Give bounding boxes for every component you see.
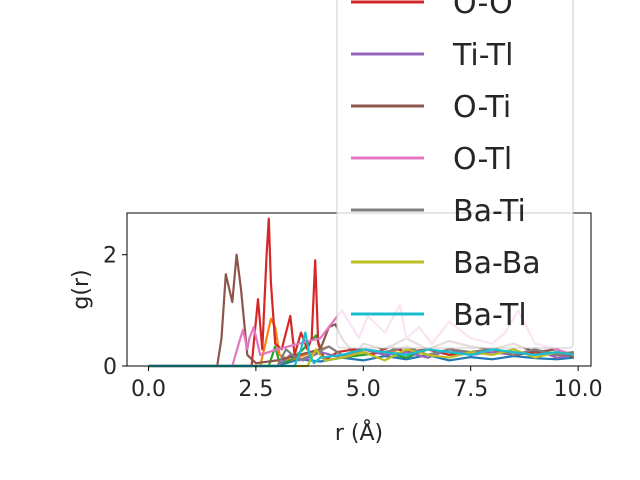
x-tick-label: 0.0 (131, 377, 166, 402)
legend-label: Ba-Ti (453, 194, 526, 229)
legend-label: O-Tl (453, 142, 512, 177)
legend: O-O Ti-Tl O-Ti O-Tl Ba-Ti Ba-Ba Ba-Tl (336, 0, 574, 349)
x-tick-label: 10.0 (554, 377, 603, 402)
legend-label: Ti-Tl (452, 38, 513, 73)
legend-label: O-O (453, 0, 513, 21)
series-layer (148, 217, 575, 368)
legend-label: Ba-Tl (453, 298, 527, 333)
y-axis-ticks: 02 (103, 244, 127, 380)
y-tick-label: 2 (103, 244, 117, 269)
y-axis-label: g(r) (69, 269, 94, 309)
x-tick-label: 7.5 (453, 377, 488, 402)
series-line-tl-tl (148, 353, 574, 368)
legend-label: Ba-Ba (453, 246, 541, 281)
legend-label: O-Ti (453, 90, 511, 125)
x-axis-label: r (Å) (335, 419, 383, 446)
x-tick-label: 2.5 (238, 377, 273, 402)
series-line-ba-tl (148, 331, 574, 368)
x-tick-label: 5.0 (346, 377, 381, 402)
y-tick-label: 0 (103, 355, 117, 380)
x-axis-ticks: 0.0 2.5 5.0 7.5 10.0 (131, 366, 603, 402)
